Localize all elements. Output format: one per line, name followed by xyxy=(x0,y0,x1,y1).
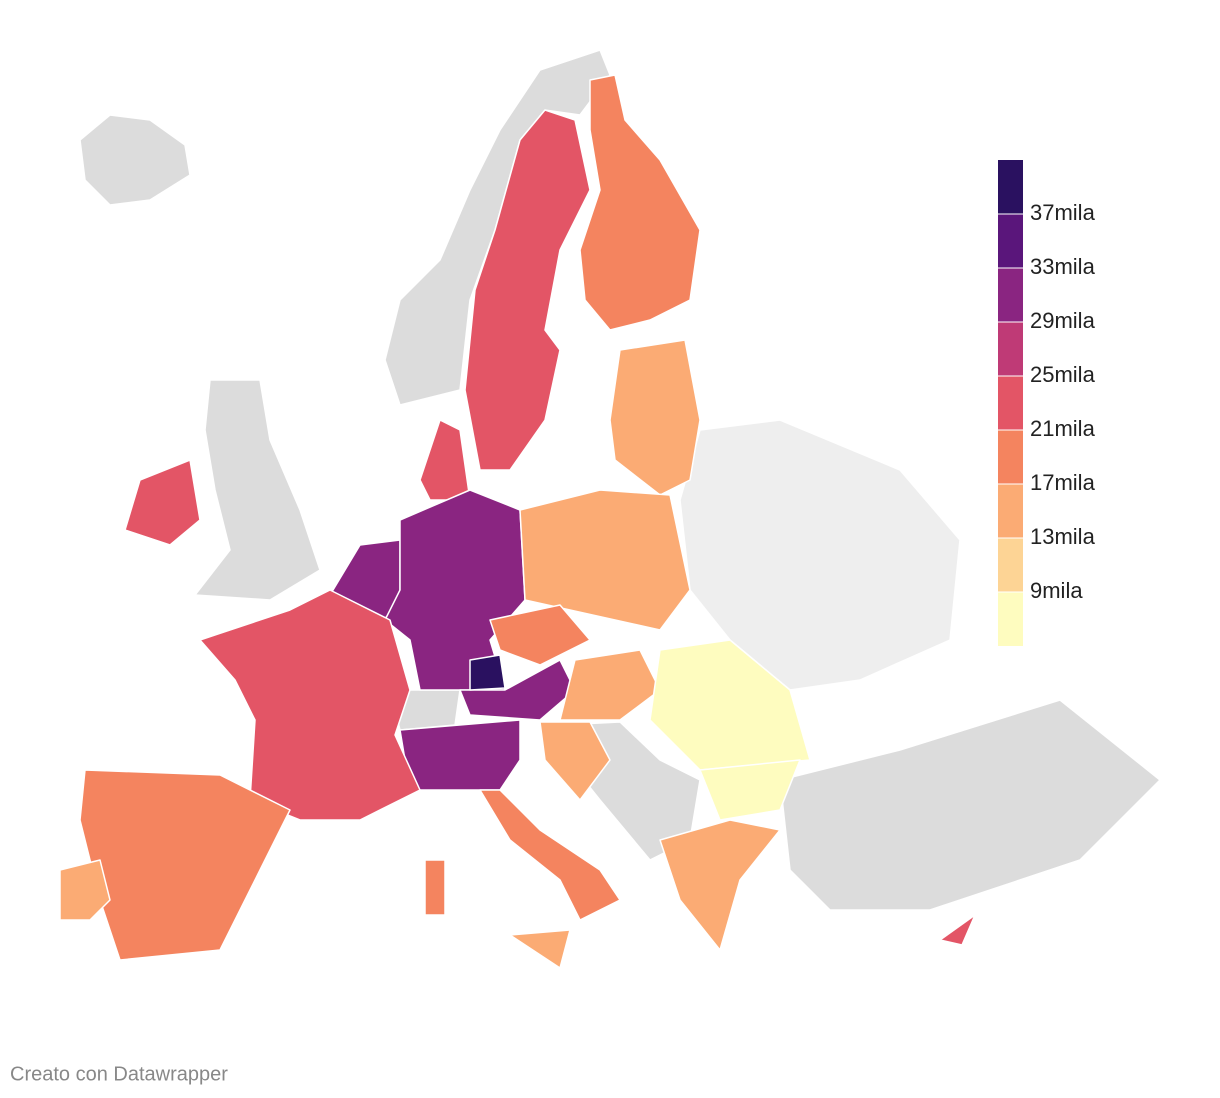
region xyxy=(659,819,781,951)
region xyxy=(384,489,526,691)
legend-label: 17mila xyxy=(1030,470,1096,495)
region xyxy=(124,459,201,546)
legend-label: 29mila xyxy=(1030,308,1096,333)
legend-label: 21mila xyxy=(1030,416,1096,441)
region xyxy=(509,929,571,969)
region xyxy=(939,914,976,946)
legend-swatch xyxy=(998,376,1023,430)
land xyxy=(384,49,611,406)
region xyxy=(59,859,111,921)
region xyxy=(579,74,701,331)
legend-label: 25mila xyxy=(1030,362,1096,387)
region xyxy=(469,654,506,691)
region xyxy=(519,489,691,631)
region xyxy=(539,721,611,801)
region xyxy=(424,859,446,916)
region xyxy=(489,604,591,666)
legend-swatch xyxy=(998,322,1023,376)
region xyxy=(609,339,701,496)
region xyxy=(479,789,621,921)
land xyxy=(679,419,961,691)
region xyxy=(79,769,291,961)
legend-swatch xyxy=(998,484,1023,538)
region xyxy=(699,759,801,821)
legend-swatch xyxy=(998,592,1023,646)
legend-swatch xyxy=(998,160,1023,214)
legend-swatch xyxy=(998,268,1023,322)
legend-label: 37mila xyxy=(1030,200,1096,225)
legend: 9mila 13mila 17mila 21mila 25mila 29mila 33mil… xyxy=(998,160,1096,646)
land xyxy=(79,114,191,206)
region xyxy=(649,639,811,771)
region xyxy=(199,589,421,821)
region xyxy=(464,109,591,471)
credit: Creato con Datawrapper xyxy=(10,1063,228,1085)
legend-label: 9mila xyxy=(1030,578,1083,603)
land xyxy=(779,699,1162,911)
legend-label: 33mila xyxy=(1030,254,1096,279)
regions xyxy=(59,74,976,969)
legend-swatch xyxy=(998,538,1023,592)
region xyxy=(419,419,471,501)
region xyxy=(559,649,661,721)
legend-label: 13mila xyxy=(1030,524,1096,549)
region xyxy=(399,719,521,791)
legend-swatch xyxy=(998,214,1023,268)
legend-swatch xyxy=(998,430,1023,484)
land xyxy=(193,379,321,601)
